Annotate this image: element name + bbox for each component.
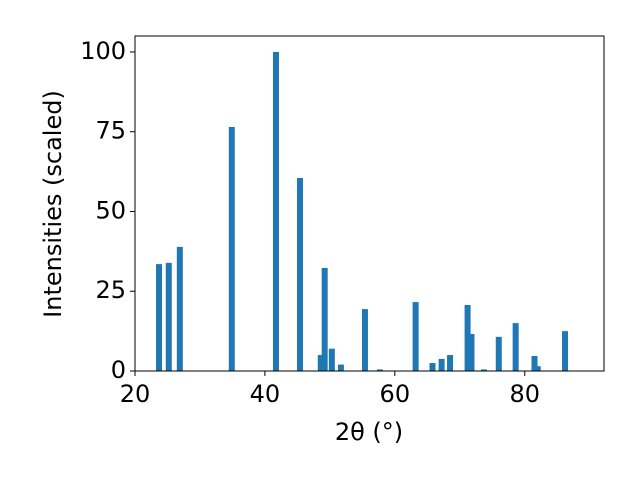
bar <box>337 364 344 371</box>
x-tick-label: 40 <box>250 380 281 408</box>
bar <box>429 363 436 371</box>
bar <box>468 333 475 371</box>
bar <box>495 336 502 371</box>
x-tick-label: 60 <box>380 380 411 408</box>
x-tick-label: 80 <box>509 380 540 408</box>
x-tick-label: 20 <box>120 380 151 408</box>
bar <box>534 366 541 371</box>
bar <box>328 348 335 371</box>
bar <box>321 267 328 371</box>
y-axis-label: Intensities (scaled) <box>39 90 67 318</box>
plot-frame <box>134 35 605 372</box>
y-tick-label: 100 <box>80 37 126 65</box>
bar <box>512 323 519 371</box>
bar <box>562 331 569 371</box>
bar <box>376 369 383 371</box>
bar <box>447 355 454 371</box>
bar <box>228 126 235 371</box>
bar <box>165 262 172 371</box>
bar <box>176 246 183 371</box>
bar <box>464 304 471 371</box>
y-tick-label: 25 <box>95 276 126 304</box>
y-tick-label: 75 <box>95 117 126 145</box>
y-tick-label: 0 <box>111 356 126 384</box>
y-tick-label: 50 <box>95 196 126 224</box>
bar <box>272 51 279 371</box>
x-axis-label: 2θ (°) <box>335 418 403 446</box>
bar <box>438 358 445 371</box>
bar <box>296 177 303 371</box>
bar <box>317 355 324 371</box>
bar <box>480 369 487 371</box>
bar <box>361 309 368 371</box>
bar <box>412 302 419 371</box>
bar <box>156 264 163 371</box>
bar <box>531 356 538 371</box>
